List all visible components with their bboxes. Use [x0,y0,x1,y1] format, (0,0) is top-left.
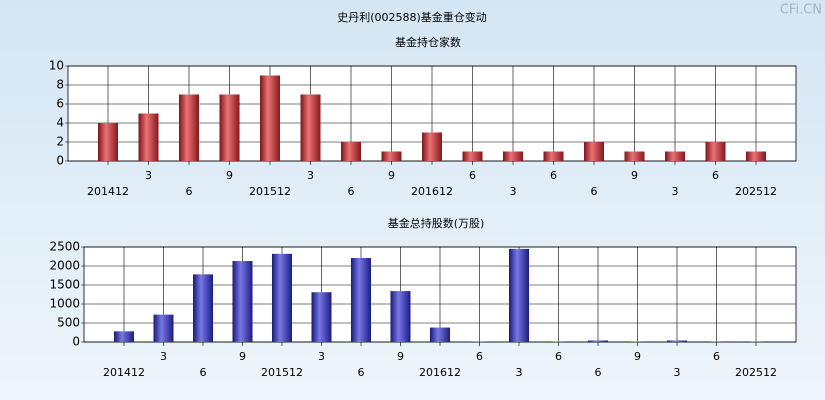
x-tick-label: 3 [672,185,679,198]
bar [179,94,199,161]
x-tick-label: 3 [510,185,517,198]
bar [588,340,608,342]
x-tick-label: 6 [550,169,557,182]
bar [193,274,213,342]
x-tick-label: 201412 [103,366,145,379]
x-tick-label: 9 [397,350,404,363]
y-tick-label: 10 [49,59,64,73]
x-tick-label: 3 [307,169,314,182]
bar [390,291,411,342]
y-tick-label: 500 [57,316,80,330]
bar [665,151,685,161]
bar [300,94,321,161]
x-tick-label: 9 [388,169,395,182]
y-tick-label: 8 [56,78,64,92]
x-tick-label: 9 [634,350,641,363]
x-tick-label: 6 [476,350,483,363]
bar [503,151,523,161]
bar [746,341,766,342]
x-tick-label: 6 [186,185,193,198]
x-tick-label: 3 [145,169,152,182]
chart-title: 基金总持股数(万股) [388,216,485,230]
y-tick-label: 2000 [49,259,80,273]
bar [232,261,253,342]
bar [272,253,292,342]
x-tick-label: 6 [358,366,365,379]
x-tick-label: 3 [318,350,325,363]
bar [624,151,645,161]
bar [311,292,332,342]
bar [548,341,569,342]
x-tick-label: 201512 [261,366,303,379]
y-tick-label: 2 [56,135,64,149]
bar [509,248,529,342]
bar [219,94,240,161]
bar [422,132,442,161]
x-tick-label: 3 [516,366,523,379]
bar [381,151,402,161]
y-tick-label: 2500 [49,240,80,254]
x-tick-label: 9 [239,350,246,363]
bar [667,340,687,342]
x-tick-label: 202512 [735,185,777,198]
bar [430,327,450,342]
x-tick-label: 201612 [419,366,461,379]
bar [746,151,766,161]
x-tick-label: 9 [226,169,233,182]
y-tick-label: 4 [56,116,64,130]
x-tick-label: 201612 [411,185,453,198]
x-tick-label: 6 [348,185,355,198]
x-tick-label: 202512 [735,366,777,379]
bar [153,314,174,342]
bar [114,331,134,342]
x-tick-label: 9 [631,169,638,182]
y-tick-label: 6 [56,97,64,111]
x-tick-label: 6 [595,366,602,379]
bar [138,113,159,161]
y-tick-label: 0 [56,154,64,168]
y-tick-label: 1000 [49,297,80,311]
x-tick-label: 6 [555,350,562,363]
bar [627,341,648,342]
x-tick-label: 6 [200,366,207,379]
bar [706,341,727,342]
x-tick-label: 6 [712,169,719,182]
bar [705,142,726,161]
y-tick-label: 1500 [49,278,80,292]
x-tick-label: 201512 [249,185,291,198]
x-tick-label: 6 [713,350,720,363]
x-tick-label: 201412 [87,185,129,198]
x-tick-label: 6 [591,185,598,198]
bar [260,75,280,161]
x-tick-label: 6 [469,169,476,182]
chart-title: 基金持仓家数 [395,35,461,49]
bar [462,151,483,161]
x-tick-label: 3 [160,350,167,363]
y-tick-label: 0 [72,335,80,349]
watermark: CFi.CN [780,3,822,18]
bar [584,142,604,161]
bar [543,151,564,161]
x-tick-label: 3 [674,366,681,379]
page-title: 史丹利(002588)基金重仓变动 [337,10,487,24]
bar [341,142,361,161]
bar [351,258,371,342]
bar [98,123,118,161]
